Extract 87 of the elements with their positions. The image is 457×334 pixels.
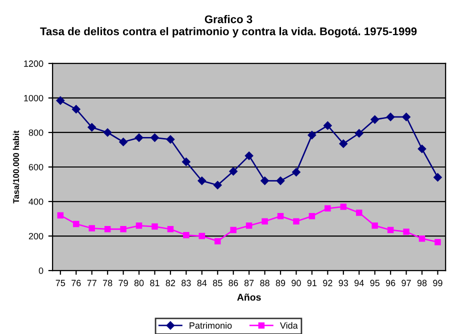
point xyxy=(292,168,300,176)
x-tick-label: 82 xyxy=(166,280,176,286)
x-tick-label: 75 xyxy=(56,280,66,286)
point xyxy=(57,212,64,218)
x-tick-label: 95 xyxy=(370,280,380,286)
point xyxy=(183,232,190,238)
y-tick-label: 800 xyxy=(28,129,44,136)
point xyxy=(136,222,142,229)
point xyxy=(308,213,316,220)
point xyxy=(244,152,254,160)
point xyxy=(103,128,112,137)
point xyxy=(182,158,190,166)
x-tick-label: 83 xyxy=(182,280,191,286)
x-tick-label: 92 xyxy=(323,280,332,286)
y-tick-label: 400 xyxy=(28,198,44,205)
point xyxy=(372,222,378,229)
point xyxy=(213,180,222,190)
point xyxy=(119,138,128,146)
point xyxy=(386,112,395,122)
point xyxy=(340,204,347,210)
x-tick-label: 97 xyxy=(402,280,411,286)
point xyxy=(434,238,441,246)
x-tick-label: 99 xyxy=(433,280,442,286)
point xyxy=(198,176,206,185)
point xyxy=(104,226,111,232)
point xyxy=(339,140,348,148)
point xyxy=(150,134,159,142)
point xyxy=(198,232,206,240)
x-tick-label: 76 xyxy=(72,280,81,286)
x-tick-label: 88 xyxy=(260,280,270,286)
x-tick-label: 78 xyxy=(103,280,112,286)
x-tick-label: 81 xyxy=(150,280,160,286)
x-tick-label: 93 xyxy=(338,280,348,286)
x-tick-label: 77 xyxy=(87,280,96,286)
point xyxy=(418,144,426,154)
x-tick-label: 84 xyxy=(197,280,207,286)
point xyxy=(152,223,158,230)
point xyxy=(402,112,410,122)
point xyxy=(308,130,316,140)
point xyxy=(88,225,95,232)
x-tick-label: 79 xyxy=(118,280,128,286)
point xyxy=(246,222,252,229)
x-tick-label: 80 xyxy=(134,280,144,286)
point xyxy=(403,228,410,235)
x-tick-label: 91 xyxy=(307,280,317,286)
y-tick-label: 1000 xyxy=(24,94,44,102)
point xyxy=(230,226,236,234)
legend-label: Vida xyxy=(280,322,298,329)
y-tick-label: 0 xyxy=(38,268,44,274)
point xyxy=(370,115,379,124)
point xyxy=(354,129,364,138)
point xyxy=(434,173,442,182)
x-tick-label: 90 xyxy=(292,280,301,286)
point xyxy=(277,213,284,220)
x-tick-label: 87 xyxy=(244,280,254,286)
x-tick-label: 98 xyxy=(417,280,427,286)
x-tick-label: 89 xyxy=(276,280,286,286)
point xyxy=(120,226,126,232)
point xyxy=(387,226,394,234)
point xyxy=(56,96,65,105)
y-tick-label: 1200 xyxy=(24,60,44,67)
point xyxy=(72,105,80,114)
y-tick-label: 600 xyxy=(28,164,44,170)
x-tick-label: 94 xyxy=(354,280,364,286)
point xyxy=(166,135,175,144)
x-axis-title: Años xyxy=(237,294,261,301)
legend-label: Patrimonio xyxy=(190,322,232,329)
point xyxy=(167,226,174,232)
x-tick-label: 85 xyxy=(212,280,222,286)
point xyxy=(324,121,332,130)
chart-title: Grafico 3 Tasa de delitos contra el patrimonio y contra la vida. Bogotá. 1975-1999 xyxy=(40,15,417,38)
point xyxy=(276,176,285,185)
point xyxy=(88,123,96,132)
point xyxy=(418,235,426,242)
point xyxy=(214,238,221,244)
point xyxy=(73,220,80,228)
point xyxy=(229,167,238,176)
y-tick-label: 200 xyxy=(28,232,44,240)
point xyxy=(260,176,269,185)
point xyxy=(134,134,144,142)
x-tick-label: 86 xyxy=(228,280,238,286)
point xyxy=(262,218,268,224)
y-axis-title: Tasa/100.000 habit xyxy=(12,130,20,204)
point xyxy=(324,205,331,212)
point xyxy=(293,218,300,224)
point xyxy=(356,210,362,216)
x-tick-label: 96 xyxy=(386,280,396,286)
